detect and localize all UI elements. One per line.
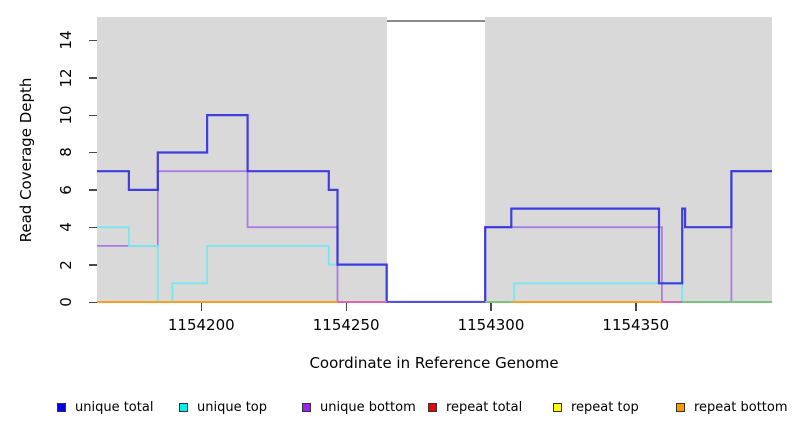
unique-bottom-swatch-icon (302, 402, 311, 412)
x-tick (635, 303, 637, 311)
y-tick (89, 77, 97, 79)
unique-total-swatch-icon (57, 402, 66, 412)
x-tick-label: 1154300 (457, 316, 525, 334)
legend-label: unique bottom (320, 399, 416, 415)
x-tick-label: 1154250 (312, 316, 380, 334)
no-coverage-gap (386, 17, 486, 303)
legend-item-unique-bottom: unique bottom (302, 398, 416, 416)
x-tick-label: 1154350 (602, 316, 670, 334)
y-tick (89, 264, 97, 266)
repeat-total-swatch-icon (428, 402, 437, 412)
y-tick (89, 301, 97, 303)
y-tick (89, 189, 97, 191)
legend-label: repeat total (446, 399, 523, 415)
y-tick (89, 151, 97, 154)
y-tick (89, 39, 97, 42)
repeat-bottom-swatch-icon (676, 402, 685, 412)
legend-item-unique-total: unique total (57, 398, 153, 416)
coverage-step-lines (97, 114, 772, 303)
y-tick (89, 226, 97, 229)
gap-top-border (386, 20, 486, 22)
x-tick (490, 303, 492, 311)
x-tick-label: 1154200 (167, 316, 235, 334)
legend-item-repeat-total: repeat total (428, 398, 522, 416)
x-axis-title: Coordinate in Reference Genome (309, 354, 559, 372)
legend-label: repeat bottom (694, 399, 788, 415)
x-tick (200, 303, 203, 311)
legend-label: unique top (197, 399, 268, 415)
repeat-top-swatch-icon (553, 402, 562, 412)
legend-item-repeat-top: repeat top (553, 398, 639, 416)
legend-item-unique-top: unique top (179, 398, 267, 416)
legend-item-repeat-bottom: repeat bottom (676, 398, 788, 416)
series-unique-top (97, 226, 772, 303)
plot-area (97, 17, 772, 303)
unique-top-swatch-icon (179, 402, 188, 412)
legend-label: unique total (75, 399, 154, 415)
series-unique-total (97, 114, 772, 303)
x-tick (345, 303, 348, 311)
y-tick (89, 114, 97, 116)
legend: unique total unique top unique bottom re… (0, 398, 792, 420)
legend-label: repeat top (571, 399, 639, 415)
